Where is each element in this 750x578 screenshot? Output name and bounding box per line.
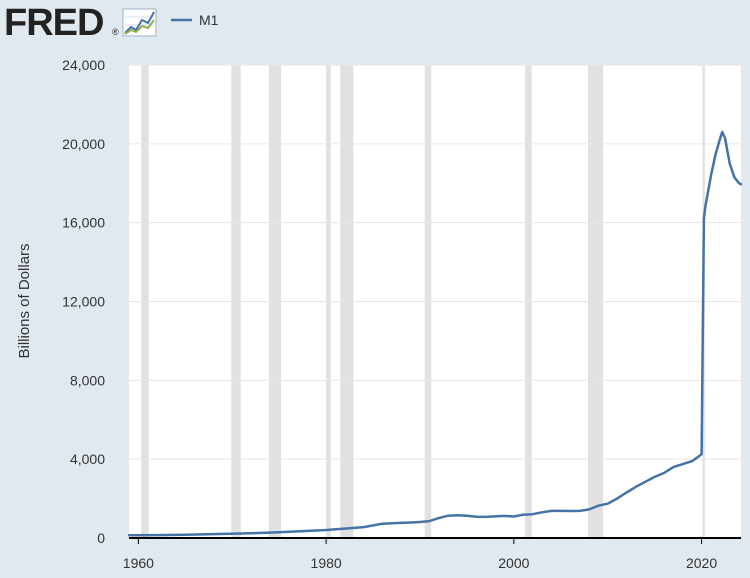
trend-line-icon: [122, 8, 157, 37]
y-tick-label: 24,000: [62, 57, 105, 73]
y-axis-title: Billions of Dollars: [16, 243, 33, 358]
legend[interactable]: M1: [171, 12, 219, 28]
x-tick-label: 1960: [123, 555, 154, 571]
y-tick-label: 20,000: [62, 136, 105, 152]
series-line-m1: [127, 130, 743, 537]
y-tick-label: 4,000: [70, 451, 105, 467]
x-tick-label: 2000: [498, 555, 529, 571]
series-layer: [127, 130, 743, 537]
y-tick-label: 12,000: [62, 294, 105, 310]
x-tick-label: 1980: [311, 555, 342, 571]
legend-label: M1: [199, 12, 219, 28]
y-tick-label: 0: [97, 530, 105, 546]
fred-logo-text: FRED: [4, 2, 103, 44]
y-axis-ticks: 0 4,000 8,000 12,000 16,000 20,000 24,000: [62, 57, 105, 546]
x-tick-label: 2020: [686, 555, 717, 571]
registered-mark: ®: [112, 27, 119, 37]
y-tick-label: 16,000: [62, 215, 105, 231]
y-tick-label: 8,000: [70, 372, 105, 388]
x-axis-ticks: 1960 1980 2000 2020: [123, 538, 717, 571]
fred-logo[interactable]: FRED ®: [4, 2, 157, 44]
grid-lines: [129, 64, 741, 460]
